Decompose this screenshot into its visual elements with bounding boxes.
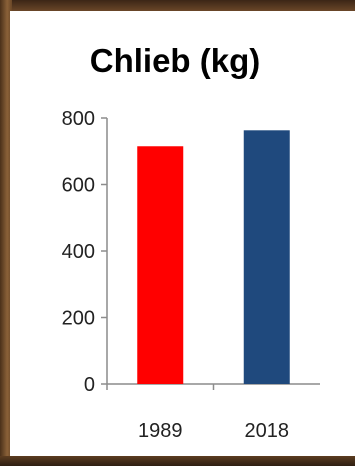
bar-1989 <box>137 146 184 384</box>
y-tick-label: 800 <box>62 108 95 130</box>
y-axis-ticks: 0 200 400 600 800 <box>62 108 107 396</box>
y-tick-label: 600 <box>62 175 95 197</box>
frame-bottom <box>0 456 355 466</box>
frame-left <box>0 0 12 466</box>
y-tick-label: 0 <box>84 374 95 396</box>
chart-title: Chlieb (kg) <box>90 42 261 79</box>
y-tick-label: 200 <box>62 308 95 330</box>
x-axis-ticks: 1989 2018 <box>106 384 290 442</box>
bars <box>137 130 290 384</box>
x-tick-label-2018: 2018 <box>245 420 290 442</box>
frame-top <box>0 0 355 12</box>
bar-2018 <box>243 130 290 384</box>
x-tick-label-1989: 1989 <box>138 420 183 442</box>
y-tick-label: 400 <box>62 241 95 263</box>
